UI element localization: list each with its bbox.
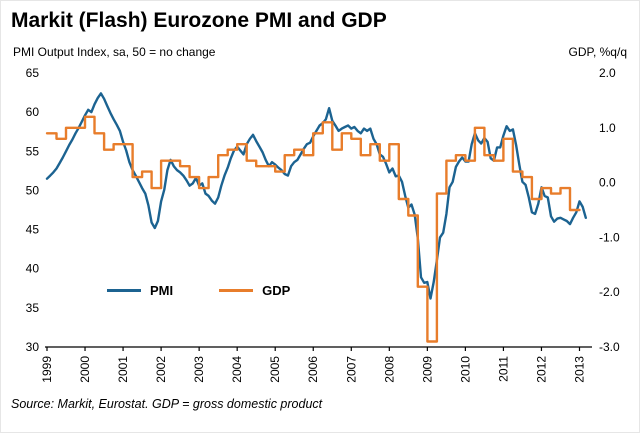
right-axis-tick-label: 2.0: [599, 66, 616, 80]
left-axis-tick-label: 65: [26, 66, 40, 80]
pmi-gdp-chart: 65 60 55 50 45 40 35 30 2.0 1.0 0.0 -1.0 -2.0 -3.0 199…: [26, 66, 620, 383]
axis-captions: PMI Output Index, sa, 50 = no change GDP…: [13, 45, 627, 59]
series-gdp-line: [45, 115, 581, 343]
x-axis-tick-label: 2005: [268, 356, 282, 383]
left-axis-caption: PMI Output Index, sa, 50 = no change: [13, 45, 216, 59]
left-axis-tick-label: 40: [26, 262, 40, 276]
right-axis-tick-label: -1.0: [599, 230, 620, 244]
x-axis-tick-label: 2001: [116, 356, 130, 383]
left-axis-tick-label: 55: [26, 144, 40, 158]
chart-title: Markit (Flash) Eurozone PMI and GDP: [11, 9, 387, 32]
right-axis-tick-label: -2.0: [599, 285, 620, 299]
right-axis-tick-label: 0.0: [599, 176, 616, 190]
right-axis-caption: GDP, %q/q: [568, 45, 627, 59]
legend-label-gdp: GDP: [262, 283, 291, 298]
legend-item-pmi: PMI: [107, 283, 173, 298]
left-axis-tick-label: 60: [26, 105, 40, 119]
right-axis-tick-label: 1.0: [599, 121, 616, 135]
x-axis-tick-label: 2010: [458, 356, 472, 383]
chart-legend: PMI GDP: [107, 283, 290, 298]
left-axis-tick-label: 35: [26, 301, 40, 315]
x-axis-tick-label: 2003: [192, 356, 206, 383]
x-axis-tick-label: 2007: [344, 356, 358, 383]
x-axis-tick-label: 2000: [78, 356, 92, 383]
legend-item-gdp: GDP: [219, 283, 290, 298]
left-axis-tick-label: 45: [26, 223, 40, 237]
x-axis-tick-label: 1999: [40, 356, 54, 383]
x-axis-tick-label: 2006: [306, 356, 320, 383]
x-axis-tick-label: 2002: [154, 356, 168, 383]
right-axis-tick-label: -3.0: [599, 340, 620, 354]
legend-label-pmi: PMI: [150, 283, 174, 298]
x-axis-tick-label: 2008: [382, 356, 396, 383]
x-axis-tick-label: 2004: [230, 356, 244, 383]
series-pmi-line: [45, 92, 587, 300]
x-axis-tick-label: 2012: [534, 356, 548, 383]
x-axis-tick-label: 2011: [496, 356, 510, 382]
gdp-line-swatch: [219, 289, 254, 292]
left-axis-tick-label: 30: [26, 340, 40, 354]
left-axis-tick-label: 50: [26, 183, 40, 197]
x-axis-tick-label: 2013: [572, 356, 586, 383]
pmi-line-swatch: [107, 289, 141, 292]
x-axis-tick-label: 2009: [420, 356, 434, 383]
source-note: Source: Markit, Eurostat. GDP = gross do…: [11, 397, 323, 411]
